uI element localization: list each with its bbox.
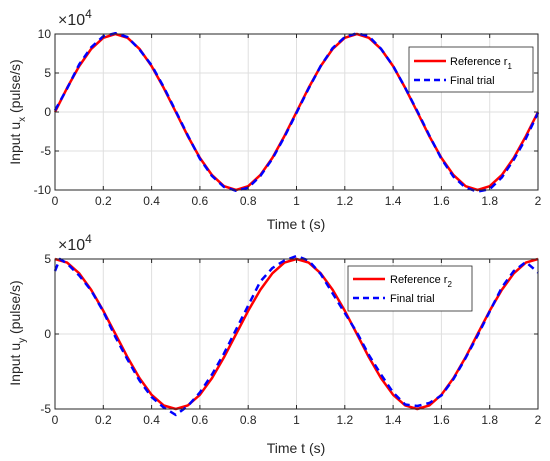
plot-uy-x-tick-label: 1.2 bbox=[336, 413, 353, 427]
plot-uy-exponent-label: ×104 bbox=[58, 232, 92, 254]
plot-ux-x-tick-label: 0.2 bbox=[95, 194, 112, 208]
plot-uy-x-tick-label: 1.8 bbox=[481, 413, 498, 427]
plot-ux-legend-reference-sub: 1 bbox=[507, 62, 512, 71]
plot-uy-exponent-power: 4 bbox=[85, 232, 92, 246]
plot-ux-legend-reference-name: Reference r bbox=[450, 56, 508, 68]
plot-uy-legend-box bbox=[347, 265, 473, 312]
plot-uy-x-tick-label: 2 bbox=[535, 413, 542, 427]
plot-uy-y-tick-label: 0 bbox=[44, 327, 51, 341]
plot-uy-y-label-unit: (pulse/s) bbox=[7, 280, 23, 338]
plot-ux-y-label-unit: (pulse/s) bbox=[7, 59, 23, 117]
plot-uy-series-final-trial-line bbox=[53, 254, 539, 417]
plot-uy-legend: Reference r2 Final trial bbox=[347, 265, 473, 312]
plot-uy-exponent-base: ×10 bbox=[58, 237, 85, 254]
plot-uy-y-label-sub: y bbox=[17, 338, 28, 343]
plot-ux-x-axis-label: Time t (s) bbox=[267, 216, 326, 232]
plot-ux-series bbox=[53, 31, 540, 193]
plot-ux-x-tick-label: 2 bbox=[535, 194, 542, 208]
plot-ux-x-tick-label: 1.4 bbox=[385, 194, 402, 208]
plot-uy-x-tick-label: 0.6 bbox=[192, 413, 209, 427]
plot-ux-legend-label-reference: Reference r1 bbox=[450, 56, 512, 71]
plot-uy-legend-label-reference: Reference r2 bbox=[390, 274, 452, 289]
plot-ux-x-tick-label: 0 bbox=[52, 194, 59, 208]
plot-uy-legend-reference-sub: 2 bbox=[447, 280, 452, 289]
plot-ux-x-tick-label: 1 bbox=[293, 194, 300, 208]
plot-uy-x-axis-label: Time t (s) bbox=[267, 440, 326, 456]
plot-ux-x-tick-label: 0.8 bbox=[240, 194, 257, 208]
plot-ux-x-tick-label: 1.8 bbox=[481, 194, 498, 208]
plot-uy-x-tick-label: 0.2 bbox=[95, 413, 112, 427]
plot-ux-y-axis-label: Input ux (pulse/s) bbox=[7, 59, 28, 164]
plot-ux-legend-label-final-trial: Final trial bbox=[450, 75, 495, 87]
plot-ux-x-tick-label: 0.6 bbox=[192, 194, 209, 208]
plot-uy-y-ticks: -5 0 5 bbox=[40, 252, 538, 416]
plot-uy-x-tick-label: 1.6 bbox=[433, 413, 450, 427]
plot-uy-y-tick-label: -5 bbox=[40, 402, 51, 416]
plot-ux-x-tick-label: 0.4 bbox=[143, 194, 160, 208]
plot-ux-exponent-base: ×10 bbox=[58, 12, 85, 29]
plot-uy: 0 0.2 0.4 0.6 0.8 1 1.2 1.4 1.6 1.8 2 -505 ×104 Ti… bbox=[7, 232, 542, 456]
plot-ux-y-tick-label: 5 bbox=[44, 66, 51, 80]
plot-uy-x-tick-label: 1.4 bbox=[385, 413, 402, 427]
plot-uy-x-tick-label: 0 bbox=[52, 413, 59, 427]
plot-ux-y-tick-label: 10 bbox=[38, 27, 52, 41]
plot-ux-x-ticks: 0 0.2 0.4 0.6 0.8 1 1.2 1.4 1.6 1.8 2 bbox=[52, 34, 542, 208]
plot-ux-x-tick-label: 1.2 bbox=[336, 194, 353, 208]
plot-ux-y-tick-label: -5 bbox=[40, 144, 51, 158]
plot-uy-x-tick-label: 1 bbox=[293, 413, 300, 427]
plot-ux-series-final-trial-line bbox=[53, 31, 540, 193]
plot-uy-x-tick-label: 0.8 bbox=[240, 413, 257, 427]
plot-ux-y-label-sub: x bbox=[17, 117, 28, 122]
plot-ux-y-tick-label: -10 bbox=[34, 183, 52, 197]
plot-uy-legend-label-final-trial: Final trial bbox=[390, 293, 435, 305]
plot-ux-y-label-main: Input u bbox=[7, 122, 23, 165]
plot-uy-y-tick-label: 5 bbox=[44, 252, 51, 266]
plot-uy-y-label-main: Input u bbox=[7, 343, 23, 386]
plot-ux-legend: Reference r1 Final trial bbox=[408, 46, 534, 93]
plot-ux-exponent-label: ×104 bbox=[58, 7, 92, 29]
plot-uy-y-axis-label: Input uy (pulse/s) bbox=[7, 280, 28, 385]
plot-uy-legend-reference-name: Reference r bbox=[390, 274, 448, 286]
plot-ux-y-tick-label: 0 bbox=[44, 105, 51, 119]
plot-ux-exponent-power: 4 bbox=[85, 7, 92, 21]
plot-ux-legend-box bbox=[408, 46, 534, 93]
plot-ux: 0 0.2 0.4 0.6 0.8 1 1.2 1.4 1.6 1.8 2 -10 -5 0 5 10 ×1… bbox=[7, 7, 542, 232]
plot-ux-x-tick-label: 1.6 bbox=[433, 194, 450, 208]
plot-uy-x-ticks: 0 0.2 0.4 0.6 0.8 1 1.2 1.4 1.6 1.8 2 bbox=[52, 259, 542, 427]
plot-ux-y-ticks: -10 -5 0 5 10 bbox=[34, 27, 538, 197]
plot-uy-x-tick-label: 0.4 bbox=[143, 413, 160, 427]
